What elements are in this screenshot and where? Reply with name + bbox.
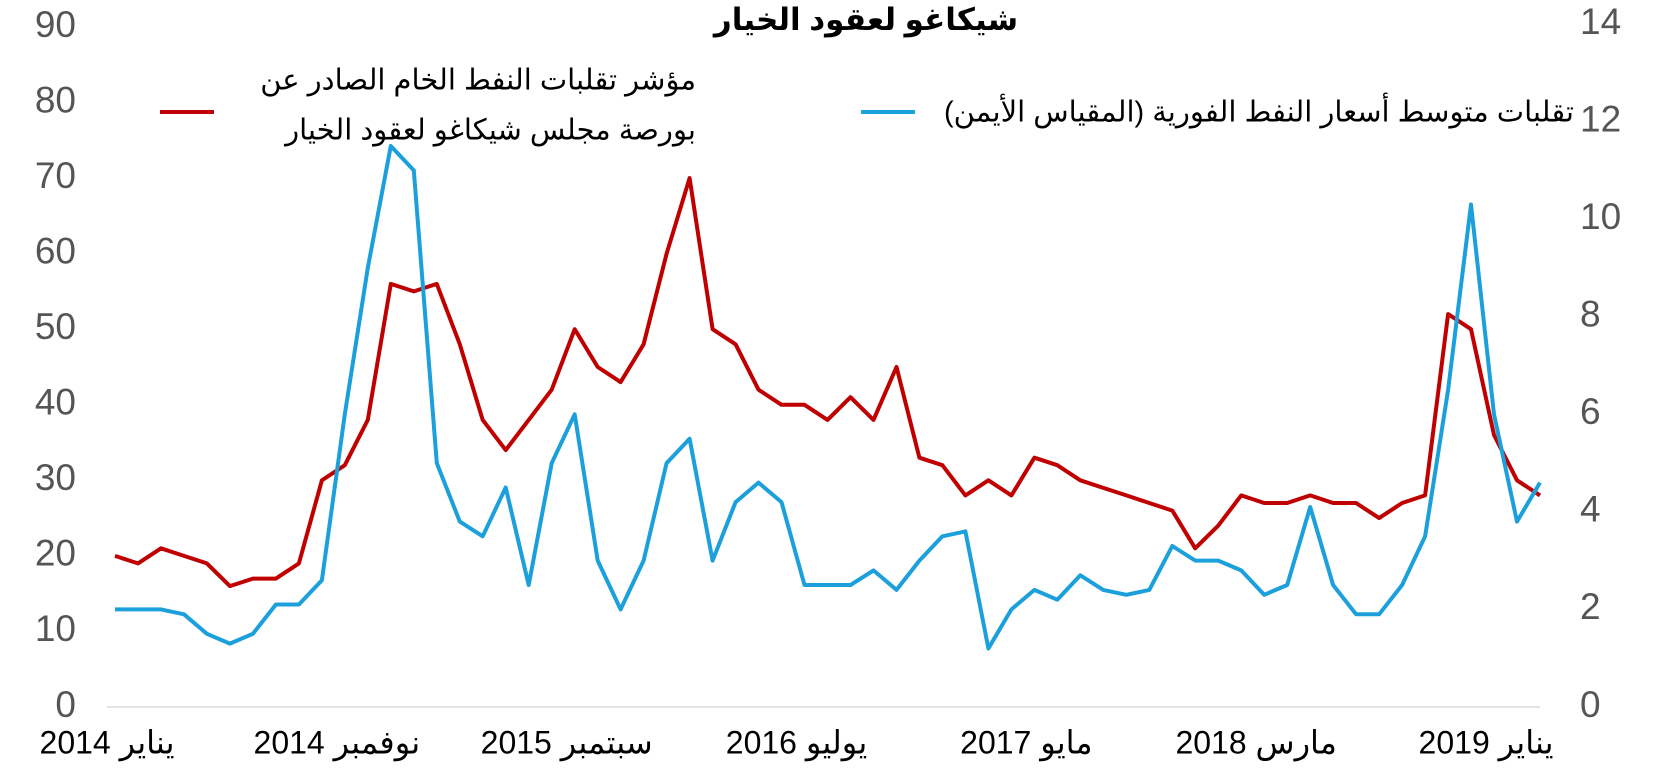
- y-tick-label: 20: [35, 533, 76, 574]
- series-line: [114, 176, 1542, 589]
- y-tick-label: 30: [35, 457, 76, 498]
- y-tick-label: 0: [55, 684, 76, 725]
- x-tick-label: نوفمبر 2014: [254, 724, 421, 761]
- y-tick-label: 60: [35, 230, 76, 271]
- y-tick-label: 40: [35, 382, 76, 423]
- y2-tick-label: 12: [1580, 98, 1621, 139]
- y2-tick-label: 0: [1580, 684, 1601, 725]
- legend-label: مؤشر تقلبات النفط الخام الصادر عن: [260, 65, 696, 97]
- y2-tick-label: 4: [1580, 489, 1601, 530]
- series-line: [115, 144, 1542, 651]
- y2-tick-label: 2: [1580, 586, 1601, 627]
- y-tick-label: 10: [35, 608, 76, 649]
- x-tick-label: مارس 2018: [1175, 724, 1336, 761]
- y2-tick-label: 14: [1580, 1, 1621, 42]
- legend-label: تقلبات متوسط أسعار النفط الفورية (المقيا…: [944, 92, 1574, 129]
- y-tick-label: 70: [35, 155, 76, 196]
- x-tick-label: مايو 2017: [960, 724, 1092, 761]
- y2-tick-label: 10: [1580, 196, 1621, 237]
- y2-tick-label: 8: [1580, 293, 1601, 334]
- x-tick-label: يناير 2019: [1419, 724, 1554, 761]
- legend-label: بورصة مجلس شيكاغو لعقود الخيار: [283, 115, 696, 147]
- y-tick-label: 50: [35, 306, 76, 347]
- y2-tick-label: 6: [1580, 391, 1601, 432]
- y-tick-label: 90: [35, 4, 76, 45]
- x-tick-label: يوليو 2016: [726, 724, 867, 761]
- y-tick-label: 80: [35, 79, 76, 120]
- x-tick-label: سبتمبر 2015: [481, 724, 653, 761]
- x-tick-label: يناير 2014: [40, 724, 175, 761]
- chart-title: شيكاغو لعقود الخيار: [712, 2, 1018, 38]
